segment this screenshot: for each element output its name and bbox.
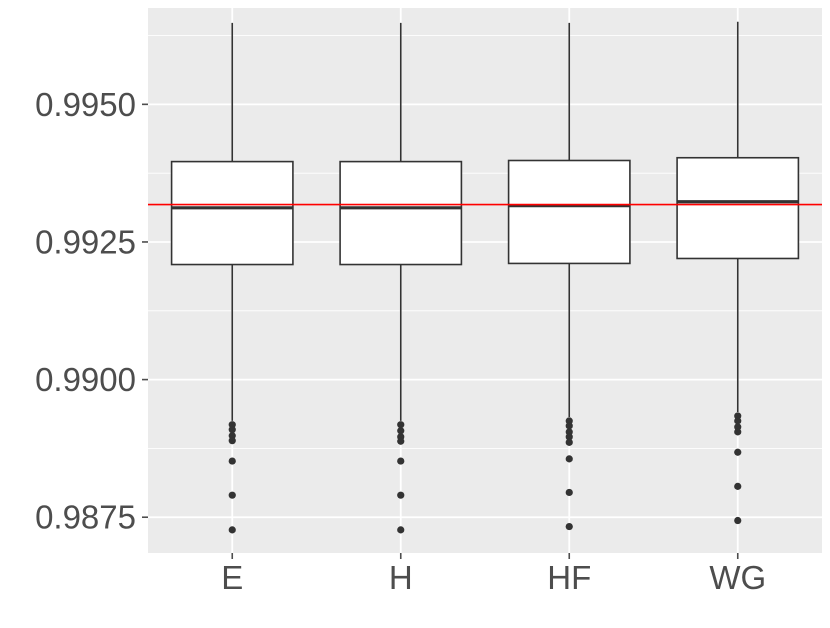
box-iqr (339, 160, 463, 266)
outlier-point (228, 437, 236, 445)
plot-panel (148, 8, 822, 553)
outlier-point (565, 455, 573, 463)
outlier-point (228, 432, 236, 440)
x-tick-label-hf: HF (547, 559, 591, 596)
outlier-point (228, 421, 236, 429)
outlier-point (228, 426, 236, 434)
box-iqr (170, 160, 294, 266)
outlier-point (565, 428, 573, 436)
outlier-point (565, 433, 573, 441)
outlier-point (734, 412, 742, 420)
outlier-point (565, 488, 573, 497)
outlier-point (734, 428, 742, 436)
outlier-point (228, 526, 236, 534)
x-tick-label-e: E (221, 559, 243, 596)
outlier-point (397, 457, 405, 465)
y-tick-label: 0.9925 (35, 223, 136, 260)
outlier-point (565, 422, 573, 430)
y-tick-label: 0.9900 (35, 361, 136, 398)
outlier-point (565, 438, 573, 446)
y-tick-label: 0.9950 (35, 86, 136, 123)
box-group-h (339, 22, 463, 534)
outlier-point (228, 491, 236, 499)
box-group-hf (507, 22, 631, 531)
outlier-point (734, 417, 742, 425)
x-tick-label-wg: WG (709, 559, 766, 596)
outlier-point (397, 526, 405, 534)
outlier-point (734, 482, 742, 490)
box-iqr (507, 159, 631, 265)
outlier-point (565, 522, 573, 531)
outlier-point (734, 423, 742, 431)
outlier-point (734, 516, 742, 525)
box-group-wg (676, 21, 800, 525)
outlier-point (397, 491, 405, 499)
x-tick-label-h: H (389, 559, 413, 596)
outlier-point (397, 427, 405, 435)
outlier-point (734, 448, 742, 456)
outlier-point (228, 457, 236, 465)
box-group-e (170, 22, 294, 534)
outlier-point (397, 421, 405, 429)
box-iqr (676, 156, 800, 260)
outlier-point (397, 437, 405, 445)
y-tick-label: 0.9875 (35, 499, 136, 536)
outlier-point (565, 417, 573, 425)
